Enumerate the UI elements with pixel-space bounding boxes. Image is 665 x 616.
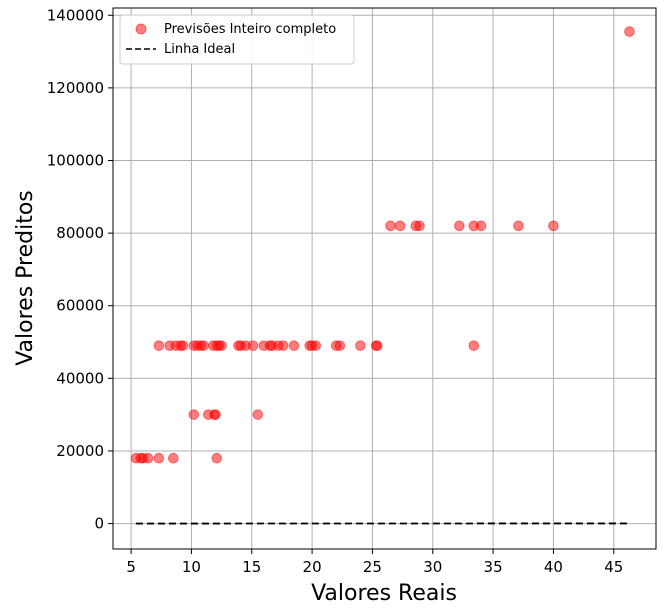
data-point: [211, 452, 223, 464]
grid-lines: [113, 8, 656, 549]
y-tick-label: 40000: [56, 369, 104, 387]
data-point: [153, 452, 165, 464]
data-point: [513, 220, 524, 232]
data-point: [153, 340, 165, 351]
data-point: [210, 409, 221, 420]
x-tick-label: 25: [363, 558, 382, 576]
x-axis-label: Valores Reais: [311, 581, 457, 606]
scatter-points: [130, 26, 635, 464]
data-point: [310, 340, 322, 351]
plot-background: [113, 8, 656, 549]
data-point: [142, 452, 154, 464]
plot-frame: [112, 7, 657, 550]
data-point: [334, 340, 346, 351]
data-point: [177, 340, 189, 351]
y-axis-ticks: 0 20000 40000 60000 80000 100000 120000 140000: [47, 6, 113, 533]
legend-scatter-marker: [135, 23, 147, 35]
data-point: [168, 452, 179, 464]
x-tick-label: 10: [182, 558, 201, 576]
data-point: [385, 220, 396, 232]
data-point: [216, 340, 227, 351]
x-tick-label: 5: [126, 558, 136, 576]
x-tick-label: 15: [242, 558, 261, 576]
y-tick-label: 140000: [47, 6, 104, 24]
y-axis-label: Valores Preditos: [13, 190, 38, 366]
x-tick-label: 35: [484, 558, 503, 576]
data-point: [468, 340, 480, 351]
x-tick-label: 20: [303, 558, 322, 576]
data-point: [198, 340, 209, 351]
data-point: [188, 409, 200, 420]
data-point: [548, 220, 559, 232]
y-tick-label: 80000: [56, 224, 104, 242]
x-axis-ticks: 5 10 15 20 25 30 35 40 45: [126, 549, 623, 576]
y-tick-label: 100000: [47, 151, 104, 169]
y-tick-label: 20000: [56, 442, 104, 460]
y-tick-label: 120000: [47, 79, 104, 97]
legend: Previsões Inteiro completo Linha Ideal: [119, 14, 355, 65]
data-point: [288, 340, 300, 351]
y-tick-label: 0: [94, 515, 104, 533]
data-point: [247, 340, 259, 351]
data-point: [475, 220, 487, 232]
x-tick-label: 40: [544, 558, 563, 576]
y-tick-label: 60000: [56, 297, 104, 315]
x-tick-label: 45: [604, 558, 623, 576]
data-point: [371, 340, 383, 351]
legend-label-predictions: Previsões Inteiro completo: [164, 22, 336, 37]
data-point: [624, 26, 635, 37]
legend-label-ideal-line: Linha Ideal: [164, 42, 235, 57]
x-tick-label: 30: [423, 558, 442, 576]
data-point: [454, 220, 465, 232]
data-point: [394, 220, 406, 232]
data-point: [414, 220, 425, 232]
data-point: [277, 340, 289, 351]
legend-box: [119, 14, 355, 65]
data-point: [252, 409, 264, 420]
data-point: [355, 340, 366, 351]
